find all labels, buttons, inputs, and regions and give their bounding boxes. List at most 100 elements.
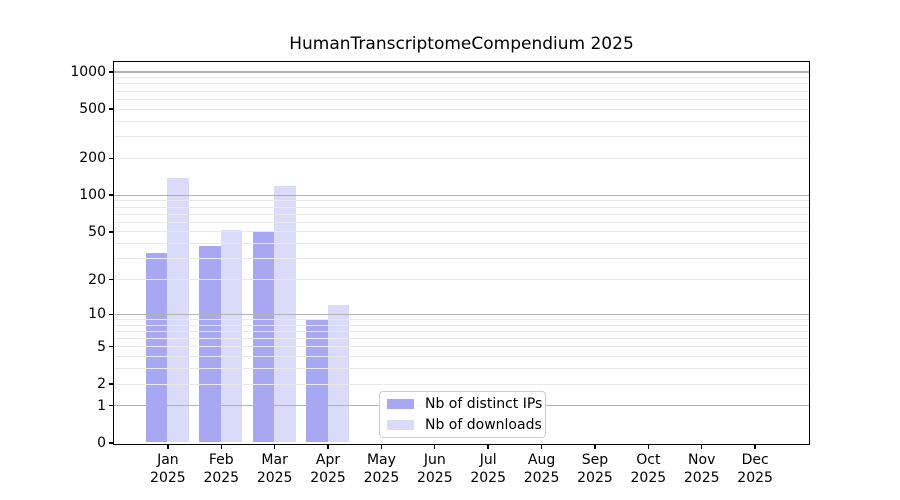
gridline-minor <box>114 324 809 326</box>
x-tick-label-month: Jul <box>479 452 497 468</box>
y-tick-label: 10 <box>88 306 106 323</box>
x-tick-label-year: 2025 <box>577 470 613 486</box>
bar-distinct-ips-feb <box>199 245 221 443</box>
x-tick-mark <box>273 444 276 449</box>
y-tick-mark <box>109 383 113 385</box>
x-tick-label-month: Dec <box>741 452 769 468</box>
gridline-minor <box>114 221 809 223</box>
bar-downloads-jan <box>167 177 189 443</box>
y-tick-label: 500 <box>79 101 106 118</box>
y-tick-label: 200 <box>79 150 106 167</box>
x-tick-label-year: 2025 <box>683 470 720 486</box>
legend-entry-distinct-ips: Nb of distinct IPs <box>387 396 542 412</box>
x-tick-label-year: 2025 <box>737 470 773 486</box>
y-tick-label: 20 <box>88 271 106 288</box>
plot-inner <box>114 62 809 444</box>
legend-label-downloads: Nb of downloads <box>425 417 542 433</box>
x-tick-label-year: 2025 <box>416 470 453 486</box>
y-tick-mark <box>109 71 113 73</box>
x-tick-mark <box>594 444 596 449</box>
gridline-minor <box>114 90 809 92</box>
y-tick-mark <box>109 346 113 348</box>
x-tick-label-month: Jan <box>157 452 179 468</box>
x-tick-mark <box>434 444 436 449</box>
gridline-minor <box>114 243 809 245</box>
gridline-major <box>114 194 809 196</box>
gridline-minor <box>114 77 809 79</box>
x-tick-mark <box>327 444 329 449</box>
gridline-minor <box>114 368 809 370</box>
x-tick-mark <box>487 444 489 449</box>
x-tick-mark <box>380 444 383 449</box>
x-tick-label-month: Oct <box>636 452 661 468</box>
gridline-minor <box>114 83 809 85</box>
y-tick-mark <box>109 405 113 407</box>
gridline-minor <box>114 330 809 332</box>
y-tick-mark <box>109 231 113 233</box>
x-tick-label-year: 2025 <box>630 470 667 486</box>
bar-distinct-ips-apr <box>306 318 328 443</box>
gridline-minor <box>114 213 809 215</box>
gridline-minor <box>114 346 809 348</box>
bar-downloads-apr <box>327 304 350 443</box>
x-tick-label-month: Mar <box>261 452 288 468</box>
gridline-minor <box>114 258 809 260</box>
x-tick-label-month: Apr <box>315 452 341 468</box>
gridline-major <box>114 71 809 73</box>
x-tick-label-month: Aug <box>527 452 556 468</box>
legend-swatch-distinct-ips <box>387 399 414 409</box>
x-tick-mark <box>220 444 222 449</box>
legend-swatch-downloads <box>387 420 414 430</box>
x-tick-label-year: 2025 <box>150 470 186 486</box>
y-tick-label: 1 <box>97 397 106 414</box>
x-tick-label-year: 2025 <box>523 470 560 486</box>
x-tick-label-year: 2025 <box>203 470 240 486</box>
y-tick-mark <box>109 313 113 315</box>
legend: Nb of distinct IPs Nb of downloads <box>379 391 546 438</box>
gridline-minor <box>114 98 809 100</box>
plot-area <box>113 60 810 445</box>
bar-distinct-ips-mar <box>252 231 275 443</box>
y-tick-label: 100 <box>79 187 106 204</box>
y-tick-mark <box>109 157 113 159</box>
x-tick-label-month: Nov <box>688 452 716 468</box>
gridline-minor <box>114 356 809 358</box>
x-tick-label-year: 2025 <box>470 470 506 486</box>
chart-title: HumanTranscriptomeCompendium 2025 <box>289 34 634 54</box>
gridline-minor <box>114 279 809 280</box>
gridline-minor <box>114 200 809 202</box>
y-tick-mark <box>109 442 113 444</box>
y-tick-label: 2 <box>97 376 106 392</box>
x-tick-mark <box>754 444 756 449</box>
x-tick-label-month: May <box>366 452 396 468</box>
gridline-minor <box>114 157 809 159</box>
gridline-major <box>114 313 809 315</box>
x-tick-label-month: Jun <box>423 452 446 468</box>
gridline-minor <box>114 231 809 233</box>
gridline-minor <box>114 318 809 320</box>
x-tick-mark <box>540 444 543 449</box>
gridline-minor <box>114 383 809 385</box>
x-tick-label-year: 2025 <box>363 470 400 486</box>
y-tick-mark <box>109 278 113 281</box>
y-tick-label: 5 <box>97 338 106 355</box>
gridline-minor <box>114 120 809 122</box>
y-tick-mark <box>109 194 113 196</box>
x-tick-label-year: 2025 <box>256 470 293 486</box>
x-tick-mark <box>647 444 650 449</box>
gridline-minor <box>114 136 809 138</box>
y-tick-label: 50 <box>88 223 106 240</box>
legend-label-distinct-ips: Nb of distinct IPs <box>425 396 543 412</box>
gridline-minor <box>114 108 809 110</box>
gridline-minor <box>114 206 809 208</box>
y-tick-label: 1000 <box>70 63 106 80</box>
y-tick-mark <box>109 108 113 110</box>
x-tick-label-month: Sep <box>581 452 609 468</box>
x-tick-label-month: Feb <box>208 452 234 468</box>
x-tick-mark <box>167 444 169 449</box>
x-tick-mark <box>701 444 703 449</box>
x-tick-label-year: 2025 <box>310 470 346 486</box>
y-tick-label: 0 <box>97 435 106 451</box>
legend-entry-downloads: Nb of downloads <box>387 417 542 433</box>
